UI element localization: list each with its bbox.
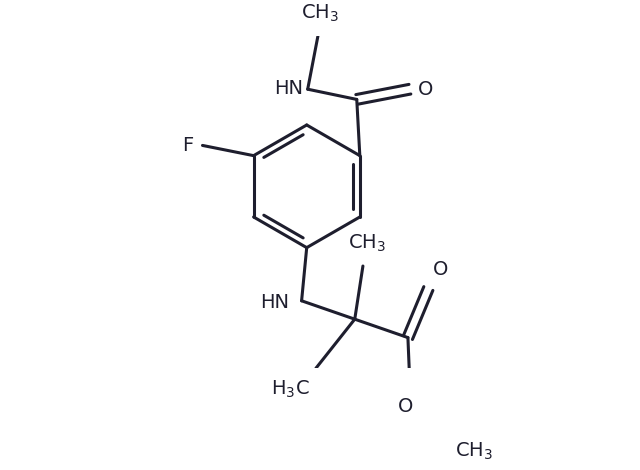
Text: H$_3$C: H$_3$C <box>271 378 310 400</box>
Text: O: O <box>398 397 413 416</box>
Text: O: O <box>433 260 448 279</box>
Text: CH$_3$: CH$_3$ <box>348 233 386 254</box>
Text: CH$_3$: CH$_3$ <box>455 441 493 462</box>
Text: CH$_3$: CH$_3$ <box>301 2 339 24</box>
Text: HN: HN <box>275 78 303 98</box>
Text: F: F <box>182 136 193 155</box>
Text: HN: HN <box>260 293 289 313</box>
Text: O: O <box>418 80 433 99</box>
